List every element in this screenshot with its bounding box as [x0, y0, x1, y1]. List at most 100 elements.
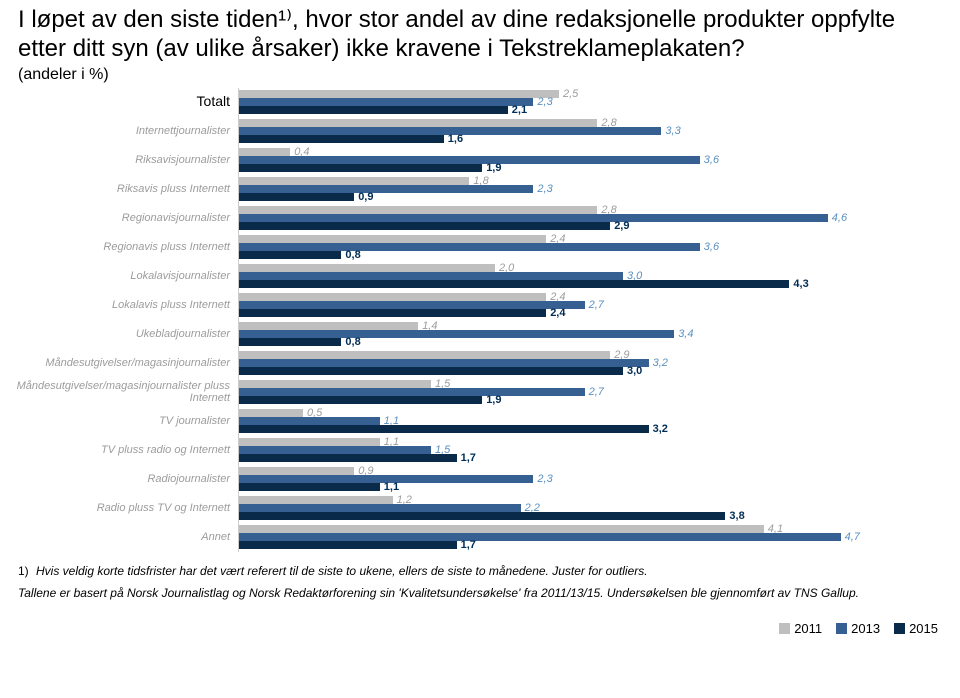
bar-value-label: 0,8: [345, 249, 360, 261]
chart-legend: 2011 2013 2015: [779, 621, 938, 636]
row-label: Ukebladjournalister: [0, 328, 238, 340]
bar-y2011: 1,8: [239, 177, 879, 185]
bar-value-label: 3,8: [729, 510, 744, 522]
chart-subtitle: (andeler i %): [18, 66, 942, 84]
bars-group: 1,43,40,8: [238, 320, 879, 349]
bars-group: 1,52,71,9: [238, 378, 879, 407]
bars-group: 0,43,61,9: [238, 146, 879, 175]
bar-y2011: 0,4: [239, 148, 879, 156]
row-label: Radio pluss TV og Internett: [0, 502, 238, 514]
legend-swatch: [779, 623, 790, 634]
legend-item: 2011: [779, 621, 822, 636]
bar-y2013: 2,3: [239, 185, 879, 193]
bar-y2015: 3,8: [239, 512, 879, 520]
bar-y2013: 2,7: [239, 388, 879, 396]
bar-value-label: 4,3: [793, 278, 808, 290]
bar-y2011: 2,8: [239, 119, 879, 127]
bars-group: 2,52,32,1: [238, 88, 879, 117]
bars-group: 2,83,31,6: [238, 117, 879, 146]
chart-row: Riksavis pluss Internett1,82,30,9: [0, 175, 960, 204]
chart-area: Totalt2,52,32,1Internettjournalister2,83…: [0, 88, 960, 558]
bar-value-label: 0,9: [358, 191, 373, 203]
legend-item: 2013: [836, 621, 880, 636]
row-label: Riksavis pluss Internett: [0, 183, 238, 195]
bar-y2015: 0,9: [239, 193, 879, 201]
bar-y2013: 4,6: [239, 214, 879, 222]
legend-label: 2013: [851, 621, 880, 636]
bars-group: 2,84,62,9: [238, 204, 879, 233]
chart-row: TV pluss radio og Internett1,11,51,7: [0, 436, 960, 465]
bars-group: 1,82,30,9: [238, 175, 879, 204]
bar-y2013: 1,5: [239, 446, 879, 454]
chart-row: Internettjournalister2,83,31,6: [0, 117, 960, 146]
legend-swatch: [894, 623, 905, 634]
bar-y2013: 1,1: [239, 417, 879, 425]
bar-y2011: 2,9: [239, 351, 879, 359]
bar-value-label: 1,9: [486, 394, 501, 406]
legend-item: 2015: [894, 621, 938, 636]
bars-group: 0,92,31,1: [238, 465, 879, 494]
bar-y2015: 3,2: [239, 425, 879, 433]
chart-row: Totalt2,52,32,1: [0, 88, 960, 117]
chart-row: Radiojournalister0,92,31,1: [0, 465, 960, 494]
bar-value-label: 2,4: [550, 307, 565, 319]
row-label: Regionavis pluss Internett: [0, 241, 238, 253]
bar-y2013: 3,0: [239, 272, 879, 280]
bar-y2013: 3,6: [239, 243, 879, 251]
bar-y2015: 2,4: [239, 309, 879, 317]
bar-y2015: 4,3: [239, 280, 879, 288]
row-label: Totalt: [0, 94, 238, 109]
bar-y2015: 2,9: [239, 222, 879, 230]
bars-group: 2,03,04,3: [238, 262, 879, 291]
bar-value-label: 3,2: [653, 423, 668, 435]
row-label: Lokalavisjournalister: [0, 270, 238, 282]
chart-row: Måndesutgivelser/magasinjournalister plu…: [0, 378, 960, 407]
bar-y2013: 2,3: [239, 475, 879, 483]
bar-y2011: 2,8: [239, 206, 879, 214]
bar-y2015: 1,7: [239, 454, 879, 462]
bar-y2011: 0,9: [239, 467, 879, 475]
row-label: Regionavisjournalister: [0, 212, 238, 224]
bar-y2011: 2,5: [239, 90, 879, 98]
bar-value-label: 2,1: [512, 104, 527, 116]
bar-y2011: 2,0: [239, 264, 879, 272]
bar-y2011: 4,1: [239, 525, 879, 533]
bar-y2015: 1,9: [239, 396, 879, 404]
chart-row: Regionavis pluss Internett2,43,60,8: [0, 233, 960, 262]
bar-y2013: 2,2: [239, 504, 879, 512]
chart-row: Radio pluss TV og Internett1,22,23,8: [0, 494, 960, 523]
bar-value-label: 0,8: [345, 336, 360, 348]
bar-value-label: 3,0: [627, 365, 642, 377]
bar-y2013: 3,2: [239, 359, 879, 367]
bar-y2013: 3,4: [239, 330, 879, 338]
chart-row: Regionavisjournalister2,84,62,9: [0, 204, 960, 233]
bar-value-label: 1,9: [486, 162, 501, 174]
bar-value-label: 1,7: [461, 452, 476, 464]
chart-row: Annet4,14,71,7: [0, 523, 960, 552]
legend-label: 2015: [909, 621, 938, 636]
bar-y2015: 0,8: [239, 338, 879, 346]
bars-group: 0,51,13,2: [238, 407, 879, 436]
source-text: Tallene er basert på Norsk Journalistlag…: [18, 586, 942, 600]
bar-y2011: 2,4: [239, 235, 879, 243]
bar-y2011: 1,4: [239, 322, 879, 330]
chart-row: TV journalister0,51,13,2: [0, 407, 960, 436]
bar-y2015: 1,7: [239, 541, 879, 549]
row-label: Riksavisjournalister: [0, 154, 238, 166]
chart-row: Måndesutgivelser/magasinjournalister2,93…: [0, 349, 960, 378]
bars-group: 2,42,72,4: [238, 291, 879, 320]
legend-label: 2011: [794, 621, 822, 636]
chart-row: Lokalavisjournalister2,03,04,3: [0, 262, 960, 291]
bars-group: 1,22,23,8: [238, 494, 879, 523]
bar-y2011: 0,5: [239, 409, 879, 417]
row-label: Internettjournalister: [0, 125, 238, 137]
bar-y2011: 1,5: [239, 380, 879, 388]
bar-y2015: 1,1: [239, 483, 879, 491]
footnote-text: Hvis veldig korte tidsfrister har det væ…: [36, 564, 942, 578]
bar-y2015: 0,8: [239, 251, 879, 259]
bar-value-label: 1,1: [384, 481, 399, 493]
bar-y2015: 3,0: [239, 367, 879, 375]
bars-group: 4,14,71,7: [238, 523, 879, 552]
bar-y2015: 1,9: [239, 164, 879, 172]
row-label: Måndesutgivelser/magasinjournalister: [0, 357, 238, 369]
